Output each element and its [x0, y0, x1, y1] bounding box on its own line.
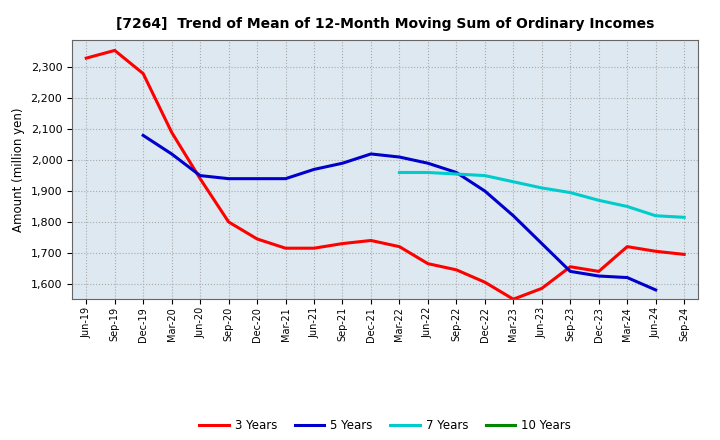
5 Years — [253, 176, 261, 181]
7 Years — [395, 170, 404, 175]
3 Years — [566, 264, 575, 269]
3 Years — [423, 261, 432, 266]
3 Years — [282, 246, 290, 251]
3 Years — [652, 249, 660, 254]
7 Years — [423, 170, 432, 175]
5 Years — [395, 154, 404, 160]
Legend: 3 Years, 5 Years, 7 Years, 10 Years: 3 Years, 5 Years, 7 Years, 10 Years — [194, 414, 576, 436]
5 Years — [566, 269, 575, 274]
5 Years — [423, 161, 432, 166]
3 Years — [82, 55, 91, 61]
5 Years — [196, 173, 204, 178]
5 Years — [282, 176, 290, 181]
3 Years — [366, 238, 375, 243]
5 Years — [623, 275, 631, 280]
7 Years — [652, 213, 660, 218]
3 Years — [395, 244, 404, 249]
7 Years — [537, 185, 546, 191]
5 Years — [139, 133, 148, 138]
5 Years — [366, 151, 375, 157]
3 Years — [509, 297, 518, 302]
3 Years — [452, 267, 461, 272]
Line: 3 Years: 3 Years — [86, 51, 684, 299]
5 Years — [225, 176, 233, 181]
5 Years — [509, 213, 518, 218]
3 Years — [139, 71, 148, 76]
3 Years — [196, 176, 204, 181]
7 Years — [509, 179, 518, 184]
3 Years — [480, 279, 489, 285]
3 Years — [537, 286, 546, 291]
7 Years — [623, 204, 631, 209]
Line: 7 Years: 7 Years — [400, 172, 684, 217]
3 Years — [595, 269, 603, 274]
5 Years — [338, 161, 347, 166]
5 Years — [480, 188, 489, 194]
5 Years — [452, 170, 461, 175]
7 Years — [566, 190, 575, 195]
3 Years — [110, 48, 119, 53]
7 Years — [680, 215, 688, 220]
Y-axis label: Amount (million yen): Amount (million yen) — [12, 107, 25, 231]
3 Years — [167, 130, 176, 135]
7 Years — [452, 172, 461, 177]
5 Years — [537, 241, 546, 246]
7 Years — [480, 173, 489, 178]
5 Years — [652, 287, 660, 293]
3 Years — [253, 236, 261, 242]
5 Years — [595, 273, 603, 279]
7 Years — [595, 198, 603, 203]
3 Years — [623, 244, 631, 249]
Line: 5 Years: 5 Years — [143, 136, 656, 290]
Title: [7264]  Trend of Mean of 12-Month Moving Sum of Ordinary Incomes: [7264] Trend of Mean of 12-Month Moving … — [116, 18, 654, 32]
3 Years — [310, 246, 318, 251]
5 Years — [310, 167, 318, 172]
5 Years — [167, 151, 176, 157]
3 Years — [680, 252, 688, 257]
3 Years — [338, 241, 347, 246]
3 Years — [225, 219, 233, 224]
